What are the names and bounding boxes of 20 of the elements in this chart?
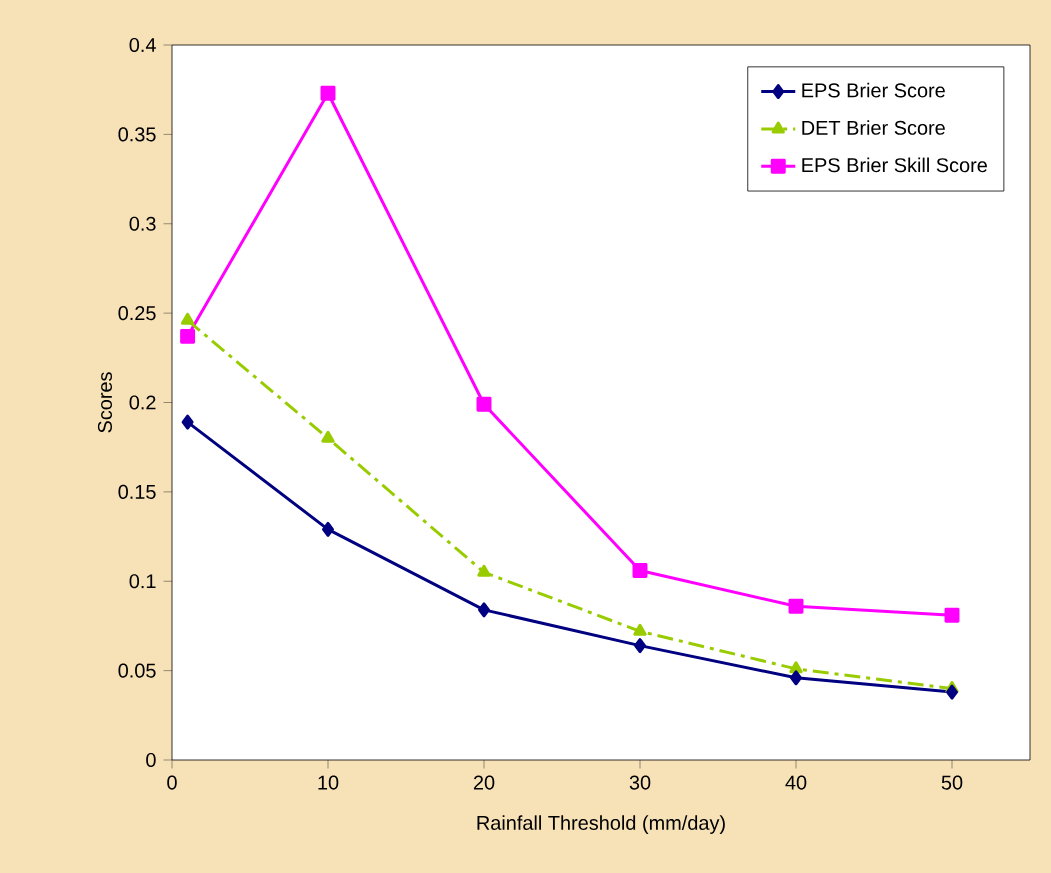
y-tick-label: 0.15 [118,484,156,499]
y-tick-label: 0.35 [118,127,156,142]
x-tick-label: 30 [629,775,651,790]
legend-label: DET Brier Score [802,120,945,135]
y-tick-label: 0.4 [129,37,156,53]
x-tick-label: 40 [785,775,807,790]
x-tick-label: 10 [318,775,339,790]
legend-label: EPS Brier Skill Score [802,157,987,173]
y-tick-label: 0 [146,752,156,768]
x-tick-label: 50 [941,775,963,790]
y-tick-label: 0.2 [129,395,156,410]
y-axis-title: Scores [97,372,112,433]
y-tick-label: 0.1 [129,574,156,589]
x-tick-label: 20 [473,775,495,790]
x-tick-label: 0 [167,775,177,790]
y-tick-label: 0.05 [118,663,156,678]
legend-label: EPS Brier Score [802,82,945,98]
y-tick-label: 0.25 [118,306,156,321]
x-axis-title: Rainfall Threshold (mm/day) [477,815,725,834]
y-tick-label: 0.3 [129,216,156,231]
